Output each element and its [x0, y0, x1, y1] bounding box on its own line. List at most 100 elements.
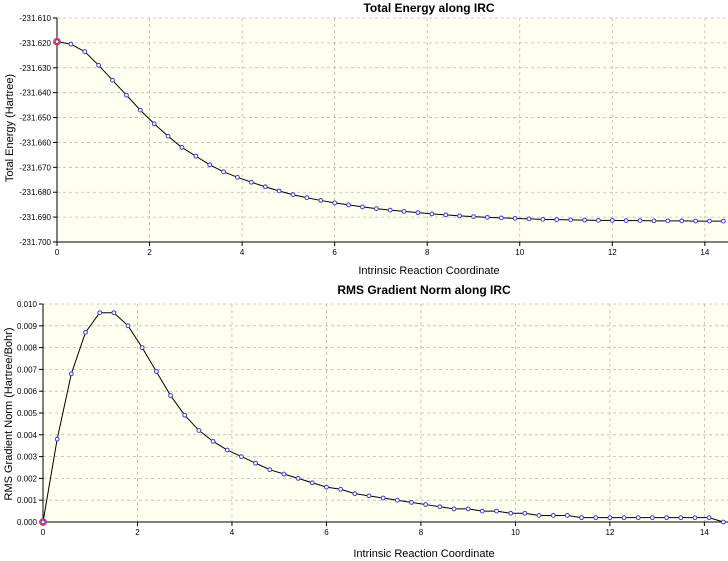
- data-point[interactable]: [443, 212, 449, 218]
- data-point[interactable]: [111, 310, 117, 316]
- data-point[interactable]: [295, 476, 301, 481]
- data-point[interactable]: [479, 508, 485, 514]
- data-point[interactable]: [451, 506, 457, 512]
- data-point[interactable]: [536, 513, 542, 518]
- data-point[interactable]: [651, 218, 657, 224]
- data-point[interactable]: [267, 467, 273, 473]
- data-point[interactable]: [693, 218, 699, 224]
- data-point[interactable]: [366, 493, 372, 499]
- data-point[interactable]: [550, 513, 556, 518]
- data-point[interactable]: [512, 215, 518, 221]
- data-point[interactable]: [665, 218, 671, 224]
- data-point[interactable]: [97, 310, 103, 316]
- data-point[interactable]: [596, 217, 601, 223]
- current-point-marker[interactable]: [39, 518, 47, 526]
- data-point[interactable]: [720, 519, 726, 525]
- data-point[interactable]: [68, 371, 74, 377]
- data-point[interactable]: [494, 508, 499, 514]
- data-point[interactable]: [168, 393, 173, 398]
- data-point[interactable]: [437, 504, 443, 510]
- data-point[interactable]: [352, 491, 358, 497]
- data-point[interactable]: [593, 515, 599, 521]
- data-point[interactable]: [309, 480, 315, 486]
- data-point[interactable]: [276, 188, 282, 194]
- data-point[interactable]: [607, 515, 613, 521]
- data-point[interactable]: [380, 495, 386, 501]
- data-point[interactable]: [484, 214, 490, 220]
- data-point[interactable]: [554, 217, 560, 223]
- data-point[interactable]: [40, 519, 46, 525]
- data-point[interactable]: [429, 211, 435, 217]
- data-point[interactable]: [401, 208, 407, 214]
- data-point[interactable]: [540, 216, 546, 222]
- data-point[interactable]: [153, 369, 159, 374]
- data-point[interactable]: [707, 218, 712, 224]
- data-point[interactable]: [96, 62, 102, 68]
- data-point[interactable]: [83, 329, 88, 335]
- data-point[interactable]: [582, 217, 587, 223]
- data-point[interactable]: [332, 200, 338, 206]
- data-point[interactable]: [179, 145, 185, 150]
- data-point[interactable]: [82, 49, 88, 54]
- data-point[interactable]: [54, 436, 60, 442]
- data-point[interactable]: [664, 515, 669, 521]
- data-point[interactable]: [125, 323, 131, 329]
- data-point[interactable]: [196, 428, 202, 433]
- data-point[interactable]: [387, 207, 393, 213]
- data-point[interactable]: [151, 121, 157, 127]
- data-point[interactable]: [235, 174, 240, 180]
- data-point[interactable]: [281, 471, 287, 477]
- data-point[interactable]: [522, 510, 528, 516]
- current-point-marker[interactable]: [53, 37, 61, 46]
- data-point[interactable]: [207, 162, 213, 168]
- data-point[interactable]: [239, 454, 244, 460]
- data-point[interactable]: [650, 515, 655, 521]
- data-point[interactable]: [253, 460, 258, 466]
- data-point[interactable]: [471, 214, 476, 220]
- data-point[interactable]: [679, 218, 685, 224]
- data-point[interactable]: [224, 447, 230, 453]
- data-point[interactable]: [623, 218, 629, 223]
- data-point[interactable]: [621, 515, 627, 521]
- data-point[interactable]: [193, 153, 199, 159]
- data-point[interactable]: [360, 204, 365, 210]
- data-point[interactable]: [68, 41, 74, 47]
- data-point[interactable]: [635, 515, 641, 521]
- data-point[interactable]: [415, 210, 421, 216]
- data-point[interactable]: [457, 213, 463, 219]
- data-point[interactable]: [564, 513, 570, 518]
- data-point[interactable]: [373, 206, 379, 212]
- data-point[interactable]: [124, 92, 129, 98]
- data-point[interactable]: [423, 502, 429, 507]
- data-point[interactable]: [498, 215, 504, 221]
- data-point[interactable]: [692, 515, 698, 521]
- data-point[interactable]: [508, 510, 514, 516]
- data-point[interactable]: [139, 345, 145, 350]
- data-point[interactable]: [409, 499, 414, 505]
- data-point[interactable]: [394, 497, 400, 503]
- data-point[interactable]: [290, 192, 296, 198]
- data-point[interactable]: [165, 133, 171, 139]
- data-point[interactable]: [210, 438, 216, 444]
- data-point[interactable]: [637, 218, 643, 223]
- data-point[interactable]: [221, 169, 226, 175]
- data-point[interactable]: [706, 515, 712, 521]
- data-point[interactable]: [346, 202, 351, 208]
- data-point[interactable]: [110, 77, 115, 83]
- data-point[interactable]: [182, 412, 188, 418]
- data-point[interactable]: [678, 515, 684, 521]
- data-point[interactable]: [137, 107, 143, 113]
- data-point[interactable]: [54, 39, 60, 45]
- data-point[interactable]: [304, 195, 310, 201]
- data-point[interactable]: [248, 179, 254, 185]
- data-point[interactable]: [324, 484, 329, 490]
- data-point[interactable]: [338, 486, 344, 492]
- data-point[interactable]: [579, 515, 584, 521]
- data-point[interactable]: [568, 217, 574, 223]
- data-point[interactable]: [609, 217, 615, 223]
- data-point[interactable]: [465, 506, 471, 512]
- data-point[interactable]: [720, 218, 726, 224]
- data-point[interactable]: [526, 216, 532, 222]
- data-point[interactable]: [262, 184, 268, 190]
- data-point[interactable]: [318, 198, 324, 203]
